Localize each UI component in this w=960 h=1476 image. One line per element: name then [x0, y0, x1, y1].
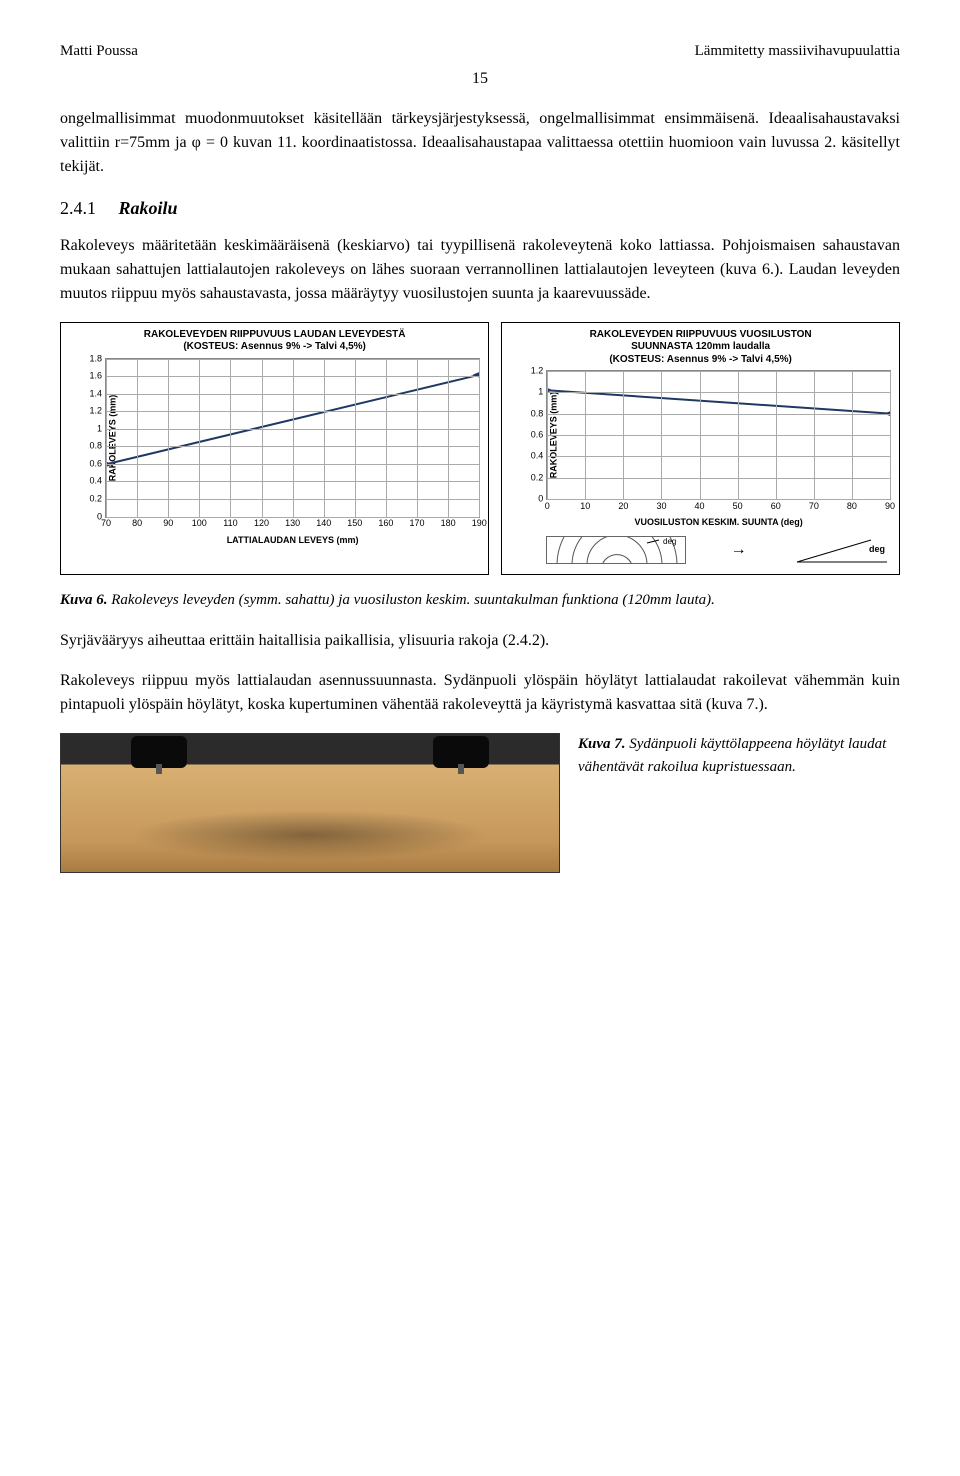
figure-7: Kuva 7. Sydänpuoli käyttölappeena höylät… [60, 733, 900, 873]
chart-left: RAKOLEVEYDEN RIIPPUVUUS LAUDAN LEVEYDEST… [60, 322, 489, 575]
chart-right-plot: RAKOLEVEYS (mm) 00.20.40.60.811.20102030… [546, 370, 891, 500]
paragraph-3: Syrjävääryys aiheuttaa erittäin haitalli… [60, 629, 900, 653]
chart-left-plot: RAKOLEVEYS (mm) 00.20.40.60.811.21.41.61… [105, 358, 480, 518]
header-title: Lämmitetty massiivihavupuulattia [695, 40, 900, 63]
svg-text:deg: deg [663, 537, 676, 546]
paragraph-1: ongelmallisimmat muodonmuutokset käsitel… [60, 107, 900, 179]
dial-gauge-icon [433, 736, 489, 768]
svg-text:deg: deg [869, 544, 885, 554]
deg-angle-icon: deg [791, 536, 891, 564]
section-number: 2.4.1 [60, 198, 96, 218]
chart-right-title: RAKOLEVEYDEN RIIPPUVUUS VUOSILUSTON SUUN… [510, 329, 891, 367]
section-title: Rakoilu [119, 198, 178, 218]
charts-row: RAKOLEVEYDEN RIIPPUVUUS LAUDAN LEVEYDEST… [60, 322, 900, 575]
figure-6-caption: Kuva 6. Rakoleveys leveyden (symm. sahat… [60, 589, 900, 612]
paragraph-2: Rakoleveys määritetään keskimääräisenä (… [60, 234, 900, 306]
dial-gauge-icon [131, 736, 187, 768]
chart-left-title: RAKOLEVEYDEN RIIPPUVUUS LAUDAN LEVEYDEST… [69, 329, 480, 354]
figure-7-photo [60, 733, 560, 873]
page-header: Matti Poussa Lämmitetty massiivihavupuul… [60, 40, 900, 63]
ring-cross-section-icon: deg [546, 536, 686, 564]
section-heading: 2.4.1 Rakoilu [60, 195, 900, 222]
chart-right: RAKOLEVEYDEN RIIPPUVUUS VUOSILUSTON SUUN… [501, 322, 900, 575]
header-author: Matti Poussa [60, 40, 138, 63]
arrow-icon: → [731, 538, 747, 562]
figure-7-caption: Kuva 7. Sydänpuoli käyttölappeena höylät… [578, 733, 900, 778]
chart-right-extras: deg → deg [546, 534, 891, 566]
chart-right-xlabel: VUOSILUSTON KESKIM. SUUNTA (deg) [546, 516, 891, 530]
paragraph-4: Rakoleveys riippuu myös lattialaudan ase… [60, 669, 900, 717]
chart-left-xlabel: LATTIALAUDAN LEVEYS (mm) [105, 534, 480, 548]
page-number: 15 [60, 67, 900, 91]
